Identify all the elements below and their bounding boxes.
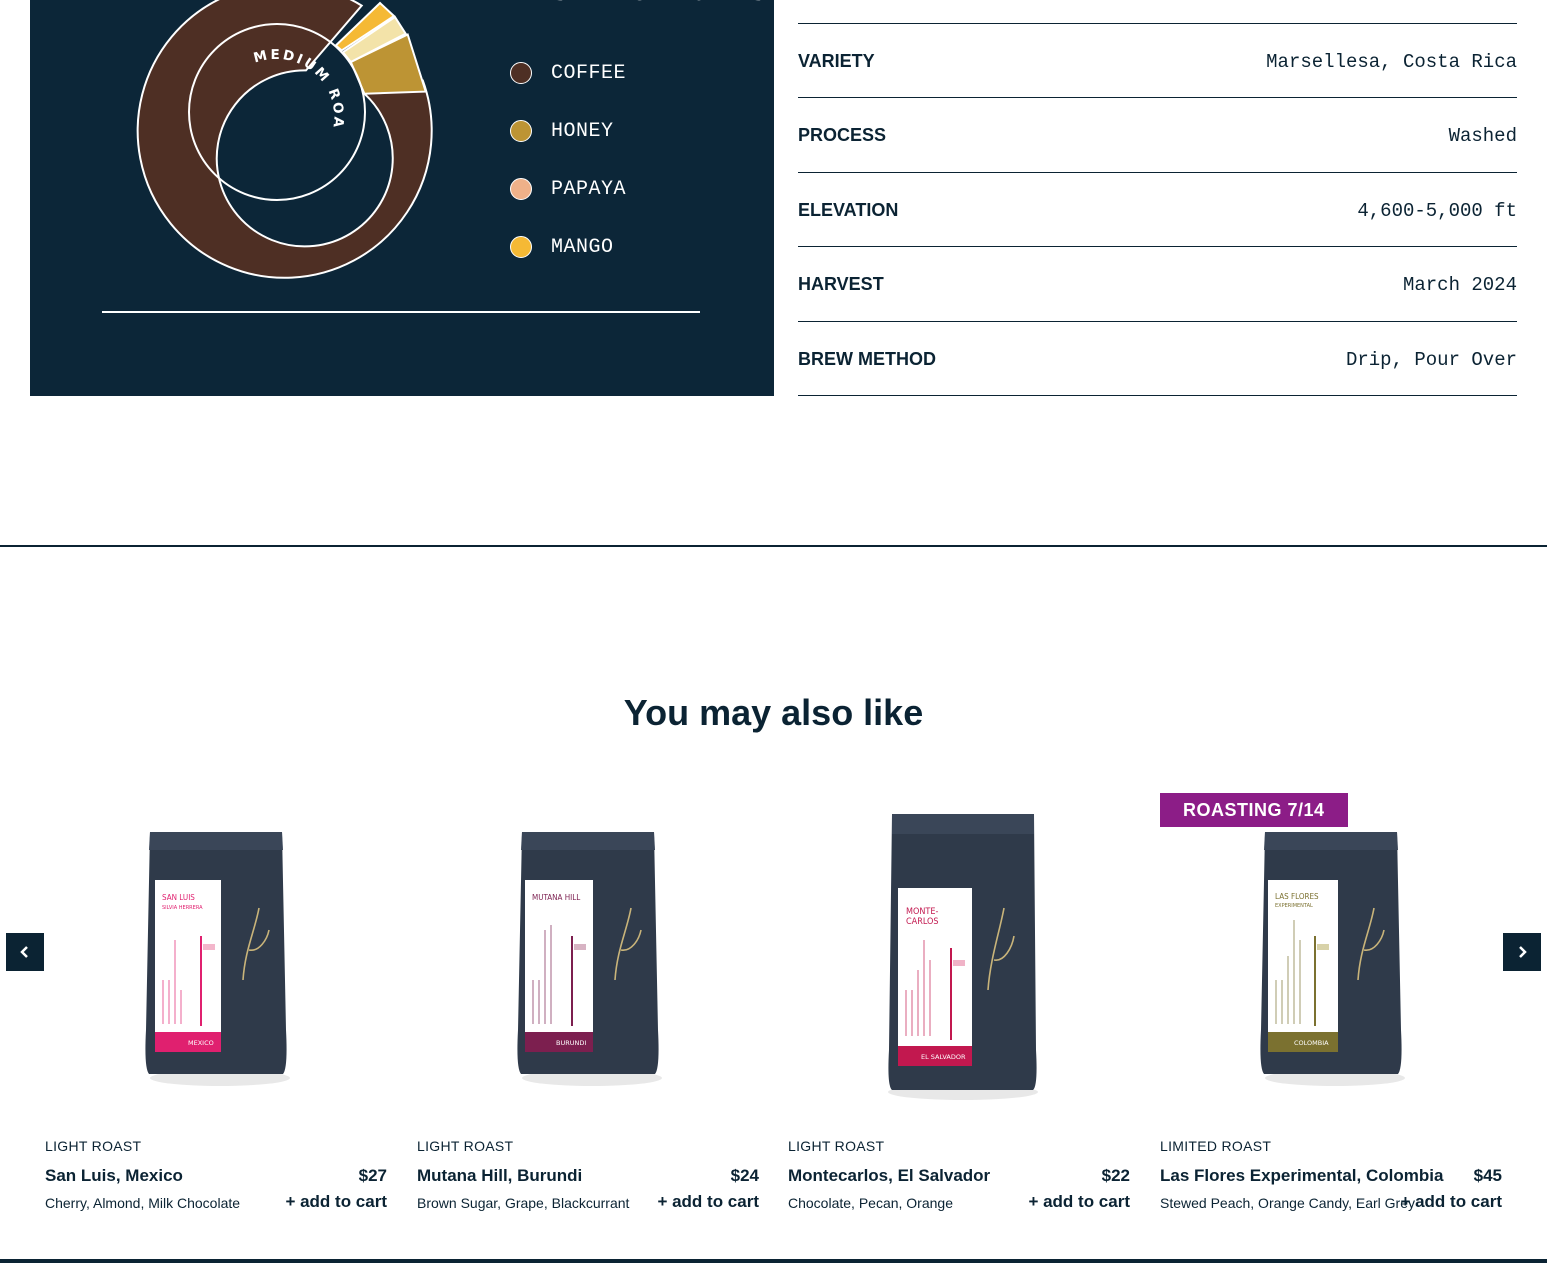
donut-segment-coffee: [136, 0, 433, 279]
svg-text:CARLOS: CARLOS: [906, 917, 939, 927]
tasting-donut-chart: MEDIUM ROAST: [30, 0, 433, 279]
panel-divider: [102, 311, 700, 313]
recommendations-heading: You may also like: [623, 692, 924, 733]
product-image[interactable]: MUTANA HILL BURUNDI: [417, 780, 759, 1120]
roasting-date-badge: ROASTING 7/14: [1160, 793, 1348, 827]
legend-item-mango: MANGO: [510, 218, 626, 276]
honey-dot-icon: [510, 120, 532, 142]
bag-country-band: [525, 1032, 593, 1052]
svg-text:LAS FLORES: LAS FLORES: [1275, 892, 1319, 901]
product-name-link[interactable]: Las Flores Experimental, Colombia: [1160, 1166, 1444, 1185]
product-price: $45: [1473, 1166, 1502, 1185]
coffee-bag-image: SAN LUIS SILVIA HERRERA MEXICO: [145, 832, 290, 1086]
bag-country-band: [898, 1046, 972, 1066]
product-card[interactable]: LAS FLORES EXPERIMENTAL COLOMBIA ROASTIN…: [1160, 780, 1502, 1220]
chevron-right-icon: [1519, 946, 1527, 958]
coffee-dot-icon: [510, 62, 532, 84]
bag-country-band: [1268, 1032, 1338, 1052]
add-to-cart-button[interactable]: + add to cart: [657, 1192, 759, 1211]
product-price: $22: [1101, 1166, 1130, 1185]
svg-text:MEXICO: MEXICO: [188, 1039, 214, 1047]
carousel-prev-button[interactable]: [6, 933, 44, 971]
svg-text:COLOMBIA: COLOMBIA: [1294, 1039, 1329, 1047]
add-to-cart-button[interactable]: + add to cart: [1400, 1192, 1502, 1211]
svg-text:EL SALVADOR: EL SALVADOR: [921, 1053, 966, 1061]
coffee-bag-image: MONTE- CARLOS EL SALVADOR: [888, 814, 1038, 1100]
spec-row-elevation: ELEVATION 4,600-5,000 ft: [798, 173, 1517, 248]
product-roast: LIGHT ROAST: [45, 1138, 142, 1154]
svg-text:SILVIA HERRERA: SILVIA HERRERA: [162, 905, 203, 911]
product-flavor-notes: Stewed Peach, Orange Candy, Earl Grey: [1160, 1195, 1415, 1211]
product-flavor-notes: Brown Sugar, Grape, Blackcurrant: [417, 1195, 630, 1211]
add-to-cart-button[interactable]: + add to cart: [1028, 1192, 1130, 1211]
legend-item-honey: HONEY: [510, 102, 626, 160]
product-image[interactable]: SAN LUIS SILVIA HERRERA MEXICO: [45, 780, 387, 1120]
spec-row-process: PROCESS Washed: [798, 98, 1517, 173]
product-name-link[interactable]: Montecarlos, El Salvador: [788, 1166, 991, 1185]
spec-row-brew-method: BREW METHOD Drip, Pour Over: [798, 322, 1517, 396]
donut-inner-ring: [188, 23, 366, 201]
svg-text:SAN LUIS: SAN LUIS: [162, 893, 195, 902]
footer-divider: [0, 1259, 1547, 1263]
product-flavor-notes: Cherry, Almond, Milk Chocolate: [45, 1195, 241, 1211]
svg-text:MUTANA HILL: MUTANA HILL: [532, 893, 580, 902]
coffee-specs-table: VARIETY Marsellesa, Costa Rica PROCESS Was…: [798, 23, 1517, 396]
product-card[interactable]: MONTE- CARLOS EL SALVADOR LIGHT ROAST Mo…: [788, 780, 1130, 1220]
product-price: $24: [730, 1166, 759, 1185]
product-roast: LIGHT ROAST: [417, 1138, 514, 1154]
product-price: $27: [358, 1166, 387, 1185]
product-card[interactable]: MUTANA HILL BURUNDI LIGHT ROAST Mutana H…: [417, 780, 759, 1220]
product-image[interactable]: MONTE- CARLOS EL SALVADOR: [788, 780, 1130, 1120]
tasting-notes-title: TASTING NOTES: [512, 0, 769, 9]
product-name-link[interactable]: Mutana Hill, Burundi: [417, 1166, 583, 1185]
bag-country-band: [155, 1032, 221, 1052]
svg-text:MONTE-: MONTE-: [906, 907, 938, 917]
tasting-notes-panel: TASTING NOTES MEDIUM ROAST COFFEE HONEY …: [30, 0, 774, 396]
chevron-left-icon: [20, 946, 28, 958]
product-image[interactable]: LAS FLORES EXPERIMENTAL COLOMBIA: [1160, 780, 1502, 1120]
carousel-next-button[interactable]: [1503, 933, 1541, 971]
mango-dot-icon: [510, 236, 532, 258]
section-divider: [0, 545, 1547, 547]
papaya-dot-icon: [510, 178, 532, 200]
product-flavor-notes: Chocolate, Pecan, Orange: [788, 1195, 953, 1211]
spec-row-harvest: HARVEST March 2024: [798, 247, 1517, 322]
svg-text:EXPERIMENTAL: EXPERIMENTAL: [1275, 903, 1313, 909]
product-name-link[interactable]: San Luis, Mexico: [45, 1166, 183, 1185]
svg-text:BURUNDI: BURUNDI: [556, 1039, 586, 1047]
coffee-bag-image: LAS FLORES EXPERIMENTAL COLOMBIA: [1260, 832, 1405, 1086]
product-roast: LIMITED ROAST: [1160, 1138, 1272, 1154]
coffee-bag-image: MUTANA HILL BURUNDI: [517, 832, 662, 1086]
tasting-legend: COFFEE HONEY PAPAYA MANGO: [510, 44, 626, 276]
add-to-cart-button[interactable]: + add to cart: [285, 1192, 387, 1211]
legend-item-papaya: PAPAYA: [510, 160, 626, 218]
donut-segment-papaya: [341, 15, 408, 64]
spec-row-variety: VARIETY Marsellesa, Costa Rica: [798, 24, 1517, 99]
product-card[interactable]: SAN LUIS SILVIA HERRERA MEXICO LIGHT ROA…: [45, 780, 387, 1220]
legend-item-coffee: COFFEE: [510, 44, 626, 102]
product-roast: LIGHT ROAST: [788, 1138, 885, 1154]
donut-segment-mango: [334, 1, 396, 52]
